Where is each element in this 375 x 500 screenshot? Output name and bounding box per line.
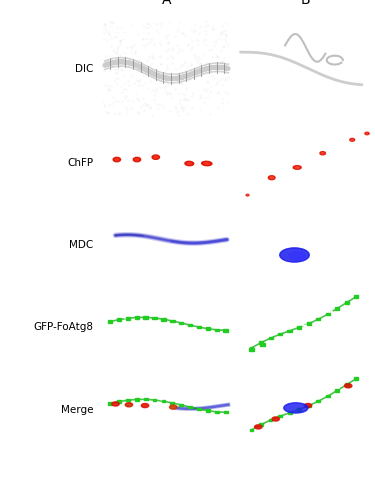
Ellipse shape <box>365 132 369 134</box>
FancyBboxPatch shape <box>259 342 263 344</box>
Ellipse shape <box>280 248 309 262</box>
Ellipse shape <box>152 155 159 160</box>
FancyBboxPatch shape <box>108 320 112 323</box>
Ellipse shape <box>185 162 194 166</box>
FancyBboxPatch shape <box>144 398 147 400</box>
FancyBboxPatch shape <box>214 410 219 413</box>
FancyBboxPatch shape <box>354 296 358 298</box>
Ellipse shape <box>246 194 249 196</box>
Ellipse shape <box>133 158 141 162</box>
Ellipse shape <box>289 252 305 260</box>
FancyBboxPatch shape <box>354 378 358 380</box>
Ellipse shape <box>284 403 308 413</box>
Text: B: B <box>300 0 310 7</box>
Ellipse shape <box>293 166 301 170</box>
FancyBboxPatch shape <box>153 399 156 401</box>
FancyBboxPatch shape <box>326 395 330 398</box>
FancyBboxPatch shape <box>250 347 254 349</box>
FancyBboxPatch shape <box>316 400 320 402</box>
FancyBboxPatch shape <box>170 402 174 404</box>
Ellipse shape <box>202 162 212 166</box>
Ellipse shape <box>204 162 209 164</box>
Ellipse shape <box>135 158 139 160</box>
FancyBboxPatch shape <box>223 329 228 332</box>
FancyBboxPatch shape <box>307 322 310 325</box>
Ellipse shape <box>154 156 158 158</box>
FancyBboxPatch shape <box>268 337 273 339</box>
FancyBboxPatch shape <box>345 384 349 386</box>
FancyBboxPatch shape <box>161 318 166 320</box>
FancyBboxPatch shape <box>197 408 201 410</box>
FancyBboxPatch shape <box>179 404 183 406</box>
FancyBboxPatch shape <box>288 412 292 414</box>
Text: MDC: MDC <box>69 240 94 250</box>
Ellipse shape <box>247 194 248 196</box>
Ellipse shape <box>295 166 299 168</box>
FancyBboxPatch shape <box>224 411 228 414</box>
FancyBboxPatch shape <box>335 308 339 310</box>
Ellipse shape <box>351 139 353 140</box>
Ellipse shape <box>113 158 120 162</box>
Text: DIC: DIC <box>75 64 94 74</box>
FancyBboxPatch shape <box>152 316 157 320</box>
FancyBboxPatch shape <box>250 429 254 431</box>
Text: Merge: Merge <box>61 404 94 414</box>
FancyBboxPatch shape <box>126 399 130 402</box>
FancyBboxPatch shape <box>135 398 139 400</box>
Ellipse shape <box>321 152 324 154</box>
Ellipse shape <box>268 176 275 180</box>
Ellipse shape <box>345 384 352 388</box>
FancyBboxPatch shape <box>326 313 330 316</box>
Text: GFP-FoAtg8: GFP-FoAtg8 <box>34 322 94 332</box>
FancyBboxPatch shape <box>188 324 192 326</box>
FancyBboxPatch shape <box>170 320 175 322</box>
Ellipse shape <box>270 176 273 178</box>
FancyBboxPatch shape <box>206 410 210 412</box>
Ellipse shape <box>320 152 326 155</box>
FancyBboxPatch shape <box>278 333 282 336</box>
FancyBboxPatch shape <box>196 326 201 328</box>
FancyBboxPatch shape <box>144 316 148 318</box>
FancyBboxPatch shape <box>345 302 349 304</box>
Ellipse shape <box>255 425 262 429</box>
FancyBboxPatch shape <box>316 318 320 320</box>
FancyBboxPatch shape <box>126 317 130 320</box>
FancyBboxPatch shape <box>307 404 310 407</box>
FancyBboxPatch shape <box>179 322 183 324</box>
FancyBboxPatch shape <box>214 328 219 331</box>
FancyBboxPatch shape <box>117 400 121 403</box>
FancyBboxPatch shape <box>188 406 192 408</box>
Ellipse shape <box>366 133 368 134</box>
FancyBboxPatch shape <box>206 328 210 330</box>
FancyBboxPatch shape <box>288 330 292 332</box>
Ellipse shape <box>115 158 118 160</box>
Ellipse shape <box>125 402 133 407</box>
FancyBboxPatch shape <box>249 348 254 351</box>
Text: ChFP: ChFP <box>68 158 94 168</box>
Ellipse shape <box>170 405 177 409</box>
FancyBboxPatch shape <box>297 408 301 410</box>
FancyBboxPatch shape <box>335 390 339 392</box>
FancyBboxPatch shape <box>278 415 282 418</box>
Text: A: A <box>162 0 171 7</box>
FancyBboxPatch shape <box>269 419 273 421</box>
FancyBboxPatch shape <box>108 402 112 404</box>
FancyBboxPatch shape <box>117 318 121 321</box>
Ellipse shape <box>141 404 149 407</box>
FancyBboxPatch shape <box>260 343 265 346</box>
FancyBboxPatch shape <box>259 424 263 426</box>
FancyBboxPatch shape <box>135 316 139 319</box>
Ellipse shape <box>188 162 191 164</box>
Ellipse shape <box>304 404 312 407</box>
Ellipse shape <box>112 402 119 406</box>
Ellipse shape <box>350 138 355 141</box>
FancyBboxPatch shape <box>297 326 301 328</box>
FancyBboxPatch shape <box>162 400 165 402</box>
Ellipse shape <box>272 417 279 421</box>
